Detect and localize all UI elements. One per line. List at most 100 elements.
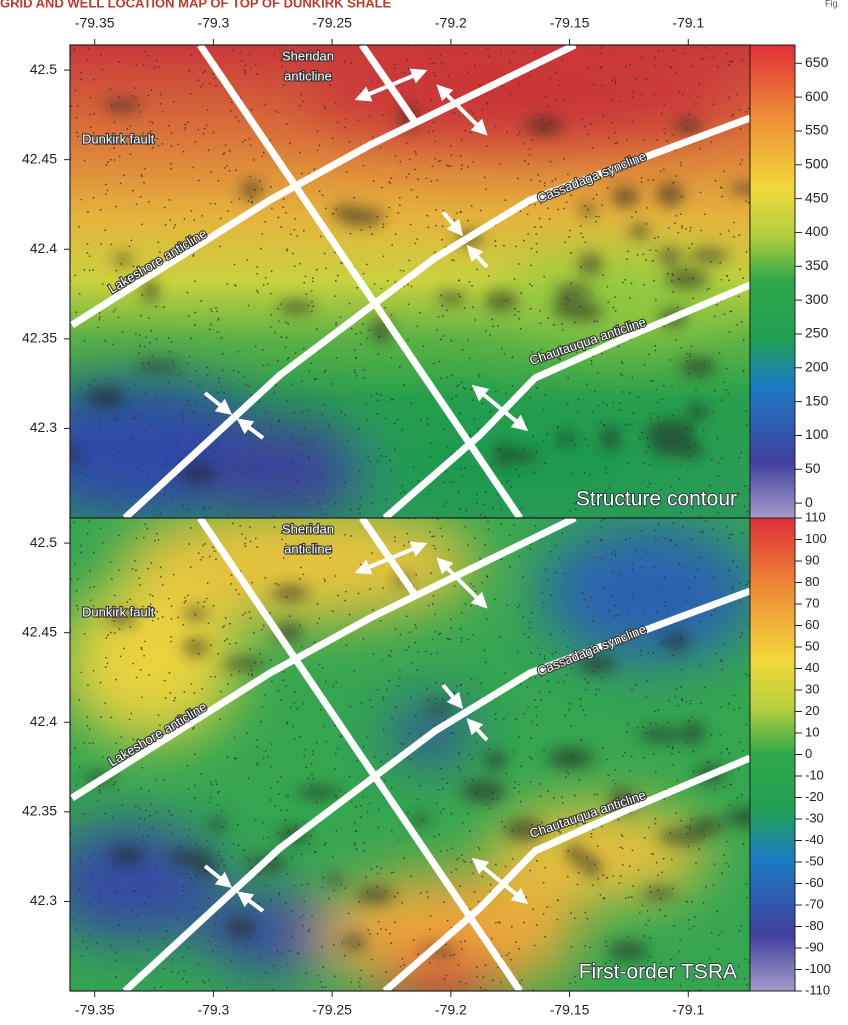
- well: [89, 858, 91, 860]
- well: [483, 976, 485, 978]
- well: [355, 357, 357, 359]
- well: [528, 636, 530, 638]
- well: [601, 85, 603, 87]
- well: [471, 205, 473, 207]
- colorbar-tick-label: 100: [805, 426, 829, 442]
- colorbar-tick-label: 60: [805, 617, 819, 632]
- well: [488, 748, 490, 750]
- well: [642, 726, 644, 728]
- well: [721, 931, 723, 933]
- well: [234, 737, 236, 739]
- well: [691, 65, 693, 67]
- well: [432, 130, 434, 132]
- well: [442, 225, 444, 227]
- well: [745, 111, 747, 113]
- well: [355, 333, 357, 335]
- well: [341, 469, 343, 471]
- well: [476, 976, 478, 978]
- well: [711, 141, 713, 143]
- well: [149, 815, 151, 817]
- well: [249, 53, 251, 55]
- colorbar-tick-label: 150: [805, 392, 829, 408]
- well: [74, 90, 76, 92]
- well: [453, 219, 455, 221]
- well: [387, 280, 389, 282]
- well: [202, 556, 204, 558]
- well: [89, 114, 91, 116]
- well: [530, 652, 532, 654]
- well: [289, 950, 291, 952]
- well: [685, 600, 687, 602]
- well: [448, 76, 450, 78]
- well: [187, 363, 189, 365]
- well: [100, 682, 102, 684]
- well: [333, 417, 335, 419]
- well: [491, 465, 493, 467]
- well: [643, 612, 645, 614]
- well: [591, 360, 593, 362]
- well: [446, 309, 448, 311]
- well: [430, 653, 432, 655]
- well: [263, 152, 265, 154]
- well: [194, 753, 196, 755]
- well: [183, 497, 185, 499]
- well: [500, 982, 502, 984]
- well: [644, 462, 646, 464]
- well: [81, 482, 83, 484]
- well: [655, 538, 657, 540]
- well: [204, 509, 206, 511]
- well: [731, 534, 733, 536]
- well: [190, 566, 192, 568]
- colorbar-tick-label: 90: [805, 552, 819, 567]
- well: [241, 533, 243, 535]
- well: [318, 617, 320, 619]
- well: [746, 511, 748, 513]
- well: [523, 449, 525, 451]
- well: [691, 716, 693, 718]
- well: [188, 474, 190, 476]
- well: [675, 648, 677, 650]
- well: [665, 64, 667, 66]
- well: [663, 641, 665, 643]
- well: [89, 255, 91, 257]
- well: [529, 627, 531, 629]
- well: [532, 435, 534, 437]
- well: [567, 876, 569, 878]
- well: [198, 653, 200, 655]
- well: [351, 801, 353, 803]
- well: [637, 727, 639, 729]
- well: [248, 386, 250, 388]
- well: [446, 782, 448, 784]
- well: [740, 163, 742, 165]
- well: [400, 634, 402, 636]
- well: [622, 391, 624, 393]
- well: [112, 344, 114, 346]
- well: [144, 524, 146, 526]
- well: [433, 595, 435, 597]
- well: [277, 781, 279, 783]
- well: [688, 247, 690, 249]
- well: [322, 194, 324, 196]
- well: [147, 476, 149, 478]
- well: [431, 638, 433, 640]
- well: [544, 936, 546, 938]
- well: [317, 149, 319, 151]
- well: [594, 321, 596, 323]
- well: [277, 360, 279, 362]
- well: [726, 841, 728, 843]
- well: [672, 414, 674, 416]
- well: [587, 541, 589, 543]
- well: [500, 50, 502, 52]
- well: [426, 215, 428, 217]
- well: [170, 168, 172, 170]
- well: [494, 240, 496, 242]
- well: [316, 269, 318, 271]
- well: [727, 275, 729, 277]
- well: [492, 325, 494, 327]
- shadow: [656, 182, 684, 206]
- well: [190, 854, 192, 856]
- well: [703, 361, 705, 363]
- y-tick-label: 42.45: [22, 623, 57, 639]
- well: [182, 484, 184, 486]
- well: [120, 736, 122, 738]
